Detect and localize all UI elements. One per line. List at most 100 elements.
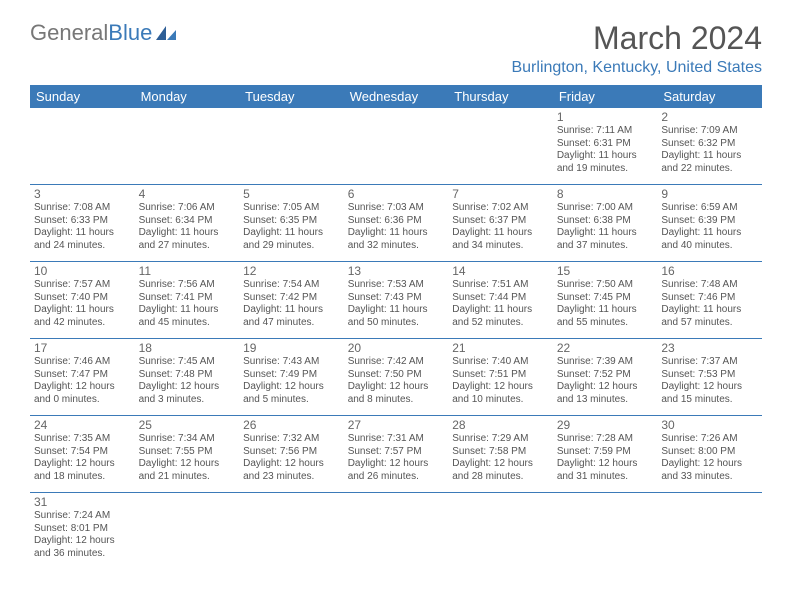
- calendar-table: SundayMondayTuesdayWednesdayThursdayFrid…: [30, 85, 762, 569]
- calendar-cell: 27Sunrise: 7:31 AMSunset: 7:57 PMDayligh…: [344, 416, 449, 493]
- calendar-row: 10Sunrise: 7:57 AMSunset: 7:40 PMDayligh…: [30, 262, 762, 339]
- day-info: Sunrise: 7:51 AMSunset: 7:44 PMDaylight:…: [452, 279, 549, 329]
- calendar-cell: 6Sunrise: 7:03 AMSunset: 6:36 PMDaylight…: [344, 185, 449, 262]
- day-number: 25: [139, 418, 236, 432]
- day-header: Saturday: [657, 85, 762, 108]
- day-info: Sunrise: 7:39 AMSunset: 7:52 PMDaylight:…: [557, 356, 654, 406]
- calendar-cell: 30Sunrise: 7:26 AMSunset: 8:00 PMDayligh…: [657, 416, 762, 493]
- calendar-cell: [344, 108, 449, 185]
- day-number: 3: [34, 187, 131, 201]
- day-header-row: SundayMondayTuesdayWednesdayThursdayFrid…: [30, 85, 762, 108]
- day-number: 26: [243, 418, 340, 432]
- calendar-cell: 7Sunrise: 7:02 AMSunset: 6:37 PMDaylight…: [448, 185, 553, 262]
- calendar-row: 31Sunrise: 7:24 AMSunset: 8:01 PMDayligh…: [30, 493, 762, 570]
- day-info: Sunrise: 7:29 AMSunset: 7:58 PMDaylight:…: [452, 433, 549, 483]
- day-number: 30: [661, 418, 758, 432]
- day-info: Sunrise: 7:11 AMSunset: 6:31 PMDaylight:…: [557, 125, 654, 175]
- calendar-body: 1Sunrise: 7:11 AMSunset: 6:31 PMDaylight…: [30, 108, 762, 569]
- calendar-cell: [657, 493, 762, 570]
- day-info: Sunrise: 7:57 AMSunset: 7:40 PMDaylight:…: [34, 279, 131, 329]
- day-number: 27: [348, 418, 445, 432]
- day-info: Sunrise: 6:59 AMSunset: 6:39 PMDaylight:…: [661, 202, 758, 252]
- calendar-cell: [344, 493, 449, 570]
- calendar-row: 3Sunrise: 7:08 AMSunset: 6:33 PMDaylight…: [30, 185, 762, 262]
- calendar-cell: [553, 493, 658, 570]
- day-number: 15: [557, 264, 654, 278]
- calendar-cell: [239, 108, 344, 185]
- day-number: 31: [34, 495, 131, 509]
- day-header: Wednesday: [344, 85, 449, 108]
- calendar-cell: 17Sunrise: 7:46 AMSunset: 7:47 PMDayligh…: [30, 339, 135, 416]
- calendar-cell: 22Sunrise: 7:39 AMSunset: 7:52 PMDayligh…: [553, 339, 658, 416]
- calendar-cell: 11Sunrise: 7:56 AMSunset: 7:41 PMDayligh…: [135, 262, 240, 339]
- day-number: 9: [661, 187, 758, 201]
- day-number: 23: [661, 341, 758, 355]
- title-block: March 2024 Burlington, Kentucky, United …: [511, 20, 762, 77]
- calendar-cell: 4Sunrise: 7:06 AMSunset: 6:34 PMDaylight…: [135, 185, 240, 262]
- logo: GeneralBlue: [30, 20, 178, 46]
- day-info: Sunrise: 7:50 AMSunset: 7:45 PMDaylight:…: [557, 279, 654, 329]
- day-info: Sunrise: 7:24 AMSunset: 8:01 PMDaylight:…: [34, 510, 131, 560]
- logo-text-2: Blue: [108, 20, 152, 46]
- day-number: 28: [452, 418, 549, 432]
- day-info: Sunrise: 7:34 AMSunset: 7:55 PMDaylight:…: [139, 433, 236, 483]
- day-info: Sunrise: 7:48 AMSunset: 7:46 PMDaylight:…: [661, 279, 758, 329]
- day-number: 11: [139, 264, 236, 278]
- calendar-cell: 29Sunrise: 7:28 AMSunset: 7:59 PMDayligh…: [553, 416, 658, 493]
- calendar-cell: 19Sunrise: 7:43 AMSunset: 7:49 PMDayligh…: [239, 339, 344, 416]
- day-number: 6: [348, 187, 445, 201]
- day-info: Sunrise: 7:09 AMSunset: 6:32 PMDaylight:…: [661, 125, 758, 175]
- day-number: 20: [348, 341, 445, 355]
- day-info: Sunrise: 7:28 AMSunset: 7:59 PMDaylight:…: [557, 433, 654, 483]
- calendar-cell: 2Sunrise: 7:09 AMSunset: 6:32 PMDaylight…: [657, 108, 762, 185]
- day-info: Sunrise: 7:42 AMSunset: 7:50 PMDaylight:…: [348, 356, 445, 406]
- day-info: Sunrise: 7:08 AMSunset: 6:33 PMDaylight:…: [34, 202, 131, 252]
- day-number: 21: [452, 341, 549, 355]
- day-info: Sunrise: 7:06 AMSunset: 6:34 PMDaylight:…: [139, 202, 236, 252]
- calendar-row: 24Sunrise: 7:35 AMSunset: 7:54 PMDayligh…: [30, 416, 762, 493]
- day-info: Sunrise: 7:32 AMSunset: 7:56 PMDaylight:…: [243, 433, 340, 483]
- location-text: Burlington, Kentucky, United States: [511, 59, 762, 77]
- calendar-cell: 20Sunrise: 7:42 AMSunset: 7:50 PMDayligh…: [344, 339, 449, 416]
- day-number: 24: [34, 418, 131, 432]
- calendar-cell: 10Sunrise: 7:57 AMSunset: 7:40 PMDayligh…: [30, 262, 135, 339]
- calendar-cell: 26Sunrise: 7:32 AMSunset: 7:56 PMDayligh…: [239, 416, 344, 493]
- day-info: Sunrise: 7:53 AMSunset: 7:43 PMDaylight:…: [348, 279, 445, 329]
- calendar-cell: [239, 493, 344, 570]
- day-header: Sunday: [30, 85, 135, 108]
- day-number: 14: [452, 264, 549, 278]
- calendar-cell: 9Sunrise: 6:59 AMSunset: 6:39 PMDaylight…: [657, 185, 762, 262]
- day-info: Sunrise: 7:46 AMSunset: 7:47 PMDaylight:…: [34, 356, 131, 406]
- day-info: Sunrise: 7:35 AMSunset: 7:54 PMDaylight:…: [34, 433, 131, 483]
- month-title: March 2024: [511, 20, 762, 57]
- day-number: 13: [348, 264, 445, 278]
- day-number: 19: [243, 341, 340, 355]
- calendar-cell: 3Sunrise: 7:08 AMSunset: 6:33 PMDaylight…: [30, 185, 135, 262]
- calendar-cell: 5Sunrise: 7:05 AMSunset: 6:35 PMDaylight…: [239, 185, 344, 262]
- calendar-cell: 12Sunrise: 7:54 AMSunset: 7:42 PMDayligh…: [239, 262, 344, 339]
- calendar-row: 17Sunrise: 7:46 AMSunset: 7:47 PMDayligh…: [30, 339, 762, 416]
- calendar-cell: 21Sunrise: 7:40 AMSunset: 7:51 PMDayligh…: [448, 339, 553, 416]
- day-info: Sunrise: 7:02 AMSunset: 6:37 PMDaylight:…: [452, 202, 549, 252]
- calendar-cell: 18Sunrise: 7:45 AMSunset: 7:48 PMDayligh…: [135, 339, 240, 416]
- day-header: Tuesday: [239, 85, 344, 108]
- day-info: Sunrise: 7:37 AMSunset: 7:53 PMDaylight:…: [661, 356, 758, 406]
- calendar-cell: 16Sunrise: 7:48 AMSunset: 7:46 PMDayligh…: [657, 262, 762, 339]
- calendar-cell: 31Sunrise: 7:24 AMSunset: 8:01 PMDayligh…: [30, 493, 135, 570]
- day-number: 8: [557, 187, 654, 201]
- day-info: Sunrise: 7:26 AMSunset: 8:00 PMDaylight:…: [661, 433, 758, 483]
- calendar-cell: [135, 108, 240, 185]
- day-info: Sunrise: 7:45 AMSunset: 7:48 PMDaylight:…: [139, 356, 236, 406]
- day-number: 4: [139, 187, 236, 201]
- calendar-cell: 23Sunrise: 7:37 AMSunset: 7:53 PMDayligh…: [657, 339, 762, 416]
- calendar-cell: 8Sunrise: 7:00 AMSunset: 6:38 PMDaylight…: [553, 185, 658, 262]
- day-number: 16: [661, 264, 758, 278]
- calendar-cell: 14Sunrise: 7:51 AMSunset: 7:44 PMDayligh…: [448, 262, 553, 339]
- day-number: 17: [34, 341, 131, 355]
- calendar-cell: 1Sunrise: 7:11 AMSunset: 6:31 PMDaylight…: [553, 108, 658, 185]
- calendar-cell: [448, 493, 553, 570]
- calendar-cell: 13Sunrise: 7:53 AMSunset: 7:43 PMDayligh…: [344, 262, 449, 339]
- calendar-cell: [448, 108, 553, 185]
- calendar-row: 1Sunrise: 7:11 AMSunset: 6:31 PMDaylight…: [30, 108, 762, 185]
- day-number: 5: [243, 187, 340, 201]
